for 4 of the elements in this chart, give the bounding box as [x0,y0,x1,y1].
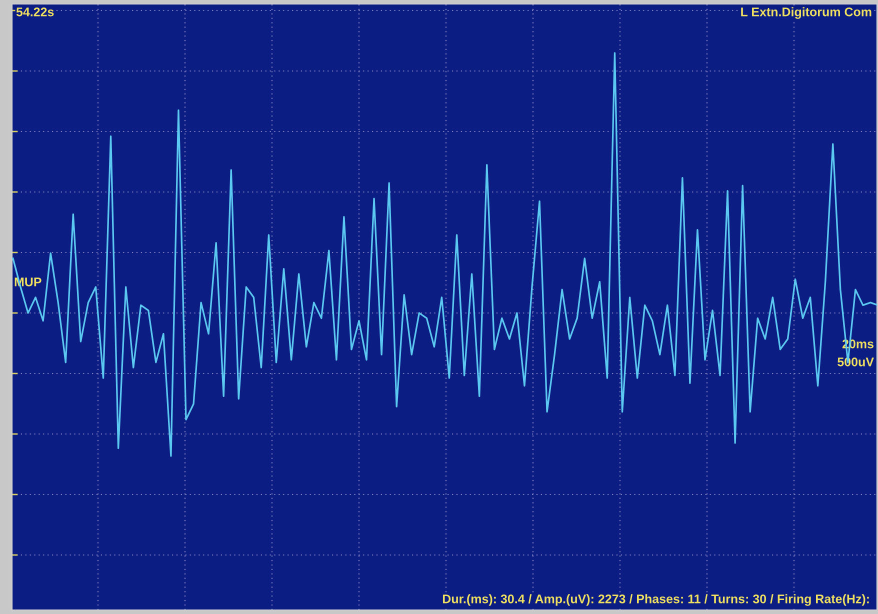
text: 54.22s [16,8,54,16]
text: Dur.(ms): 30.4 / Amp.(uV): 2273 / Phases: 11 / Turns: 30 / Firing Rate(Hz): [442,594,869,606]
text: L Extn.Digitorum Com [741,7,872,19]
annotation: 500uV [838,358,874,366]
